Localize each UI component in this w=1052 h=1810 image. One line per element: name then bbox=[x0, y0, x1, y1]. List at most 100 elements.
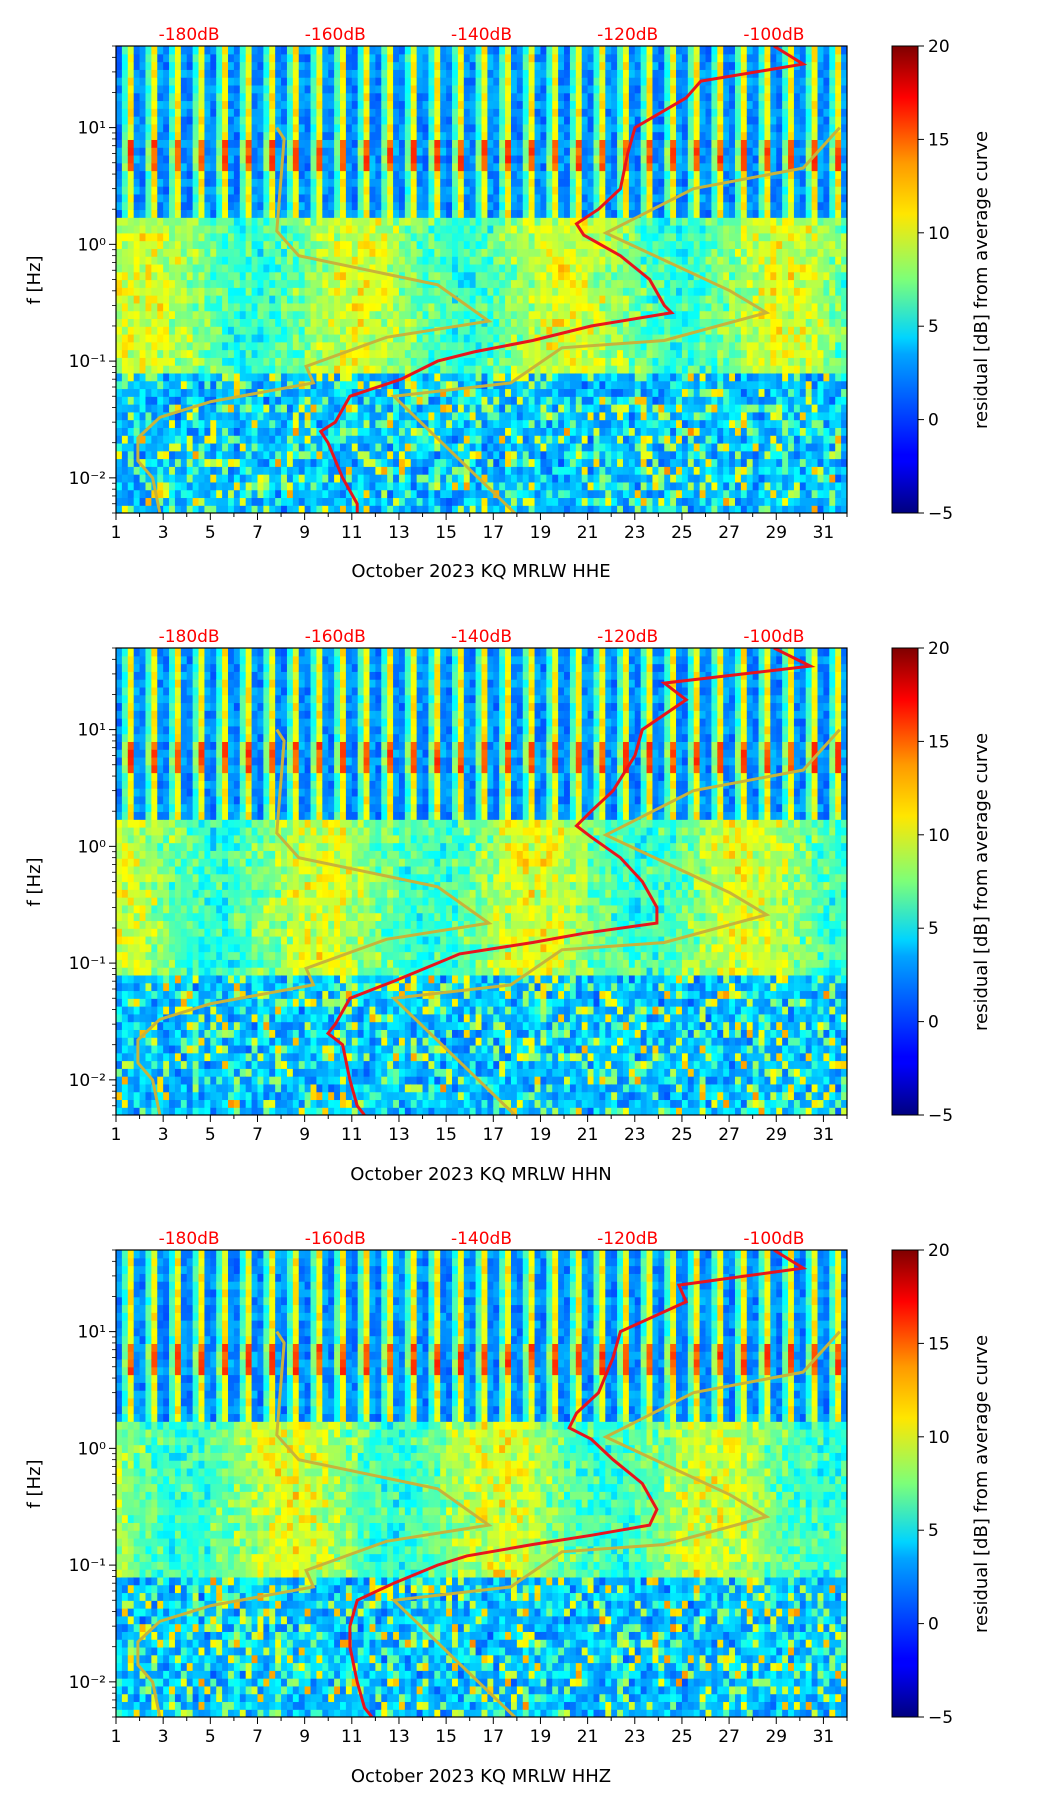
heatmap-cell bbox=[169, 357, 176, 366]
heatmap-cell bbox=[127, 489, 135, 499]
heatmap-cell bbox=[316, 404, 323, 413]
heatmap-cell bbox=[593, 201, 601, 211]
heatmap-cell bbox=[404, 458, 412, 467]
heatmap-cell bbox=[540, 170, 547, 179]
heatmap-cell bbox=[157, 240, 164, 249]
heatmap-cell bbox=[481, 302, 488, 312]
heatmap-cell bbox=[564, 116, 571, 125]
heatmap-cell bbox=[387, 92, 394, 102]
heatmap-cell bbox=[127, 372, 135, 382]
heatmap-cell bbox=[510, 61, 518, 70]
heatmap-cell bbox=[452, 341, 459, 351]
heatmap-cell bbox=[452, 84, 459, 94]
heatmap-cell bbox=[510, 427, 518, 436]
heatmap-cell bbox=[292, 139, 300, 148]
heatmap-cell bbox=[357, 497, 365, 506]
heatmap-cell bbox=[233, 474, 241, 483]
heatmap-cell bbox=[375, 162, 382, 172]
heatmap-cell bbox=[505, 248, 512, 257]
heatmap-cell bbox=[416, 162, 424, 172]
heatmap-cell bbox=[116, 357, 123, 366]
heatmap-cell bbox=[493, 201, 500, 211]
heatmap-cell bbox=[493, 217, 500, 226]
heatmap-cell bbox=[228, 240, 235, 249]
heatmap-cell bbox=[357, 217, 365, 226]
heatmap-cell bbox=[487, 131, 494, 140]
heatmap-cell bbox=[257, 240, 264, 249]
heatmap-cell bbox=[286, 217, 294, 226]
heatmap-cell bbox=[452, 333, 459, 343]
heatmap-cell bbox=[587, 217, 595, 226]
heatmap-cell bbox=[192, 108, 200, 117]
heatmap-cell bbox=[116, 450, 123, 460]
heatmap-cell bbox=[452, 302, 459, 312]
heatmap-cell bbox=[510, 217, 518, 226]
heatmap-cell bbox=[334, 154, 341, 164]
heatmap-cell bbox=[469, 69, 477, 78]
heatmap-cell bbox=[440, 466, 447, 475]
heatmap-cell bbox=[151, 178, 158, 187]
heatmap-cell bbox=[569, 427, 577, 436]
heatmap-cell bbox=[157, 92, 164, 102]
heatmap-cell bbox=[116, 474, 123, 483]
heatmap-cell bbox=[316, 442, 323, 452]
heatmap-cell bbox=[410, 108, 418, 117]
heatmap-cell bbox=[564, 489, 571, 499]
heatmap-cell bbox=[587, 170, 595, 179]
heatmap-cell bbox=[198, 427, 206, 436]
heatmap-cell bbox=[351, 201, 359, 211]
heatmap-cell bbox=[245, 61, 253, 70]
heatmap-cell bbox=[446, 92, 453, 102]
heatmap-cell bbox=[151, 61, 158, 70]
heatmap-cell bbox=[357, 46, 365, 55]
heatmap-cell bbox=[357, 326, 365, 335]
heatmap-cell bbox=[452, 201, 459, 211]
heatmap-cell bbox=[387, 419, 394, 428]
heatmap-cell bbox=[151, 295, 158, 304]
heatmap-cell bbox=[328, 497, 335, 506]
heatmap-cell bbox=[587, 357, 595, 366]
heatmap-cell bbox=[534, 178, 542, 187]
heatmap-cell bbox=[257, 442, 264, 452]
heatmap-cell bbox=[275, 318, 282, 327]
heatmap-cell bbox=[275, 357, 282, 366]
heatmap-cell bbox=[228, 232, 235, 242]
heatmap-cell bbox=[145, 263, 152, 273]
heatmap-cell bbox=[151, 505, 158, 513]
heatmap-cell bbox=[487, 411, 494, 421]
heatmap-cell bbox=[151, 186, 158, 195]
heatmap-cell bbox=[564, 365, 571, 374]
heatmap-cell bbox=[286, 302, 294, 312]
heatmap-cell bbox=[469, 263, 477, 273]
heatmap-cell bbox=[587, 154, 595, 164]
heatmap-cell bbox=[174, 162, 182, 172]
heatmap-cell bbox=[198, 388, 206, 397]
heatmap-cell bbox=[481, 240, 488, 249]
heatmap-cell bbox=[139, 53, 147, 63]
heatmap-cell bbox=[593, 108, 601, 117]
heatmap-cell bbox=[357, 53, 365, 63]
heatmap-cell bbox=[540, 341, 547, 351]
heatmap-cell bbox=[204, 271, 211, 281]
heatmap-cell bbox=[558, 131, 565, 140]
heatmap-cell bbox=[558, 201, 565, 211]
heatmap-cell bbox=[157, 404, 164, 413]
heatmap-cell bbox=[186, 131, 194, 140]
heatmap-cell bbox=[357, 427, 365, 436]
heatmap-cell bbox=[493, 318, 500, 327]
heatmap-cell bbox=[522, 341, 530, 351]
heatmap-cell bbox=[428, 458, 435, 467]
heatmap-cell bbox=[534, 474, 542, 483]
heatmap-cell bbox=[239, 411, 247, 421]
heatmap-cell bbox=[428, 248, 435, 257]
heatmap-cell bbox=[434, 295, 441, 304]
heatmap-cell bbox=[269, 271, 276, 281]
heatmap-cell bbox=[528, 186, 536, 195]
heatmap-cell bbox=[345, 458, 353, 467]
heatmap-cell bbox=[139, 139, 147, 148]
heatmap-cell bbox=[257, 92, 264, 102]
heatmap-cell bbox=[499, 310, 506, 320]
heatmap-cell bbox=[493, 365, 500, 374]
heatmap-cell bbox=[516, 248, 524, 257]
heatmap-cell bbox=[139, 497, 147, 506]
